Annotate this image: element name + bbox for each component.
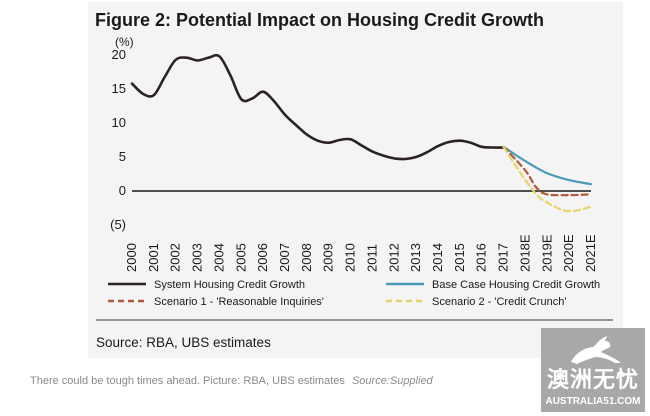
x-tick-label: 2016 — [474, 243, 489, 272]
x-tick-label: 2008 — [299, 243, 314, 272]
x-tick-label: 2010 — [343, 243, 358, 272]
x-tick-label: 2018E — [517, 234, 532, 272]
x-tick-label: 2005 — [233, 243, 248, 272]
y-tick-label: 10 — [112, 115, 126, 130]
x-tick-label: 2020E — [561, 234, 576, 272]
y-tick-label: 5 — [119, 149, 126, 164]
series-line-1 — [130, 53, 505, 161]
y-axis-unit: (%) — [115, 35, 134, 49]
image-caption: There could be tough times ahead. Pictur… — [30, 375, 433, 387]
x-tick-label: 2011 — [364, 244, 379, 272]
caption-credit: Source:Supplied — [351, 375, 433, 387]
watermark-chinese: 澳洲无忧 — [546, 367, 639, 392]
watermark-logo: 澳洲无忧 AUSTRALIA51.COM — [541, 328, 645, 412]
x-tick-label: 2019E — [539, 234, 554, 272]
legend-label-3: Scenario 1 - 'Reasonable Inquiries' — [154, 296, 324, 308]
x-tick-label: 2007 — [277, 243, 292, 272]
legend-label-4: Scenario 2 - 'Credit Crunch' — [432, 296, 566, 308]
x-tick-label: 2015 — [452, 243, 467, 272]
series-line-3 — [502, 145, 593, 197]
chart-source: Source: RBA, UBS estimates — [96, 335, 271, 350]
legend-label-1: System Housing Credit Growth — [154, 279, 305, 291]
x-tick-label: 2000 — [124, 243, 139, 272]
x-tick-label: 2013 — [408, 243, 423, 272]
legend-label-2: Base Case Housing Credit Growth — [432, 279, 600, 291]
series-line-2 — [502, 145, 593, 186]
x-tick-label: 2021E — [583, 234, 598, 272]
chart-figure: Figure 2: Potential Impact on Housing Cr… — [88, 2, 623, 358]
series-line-4 — [502, 145, 593, 213]
caption-text: There could be tough times ahead. Pictur… — [30, 375, 345, 387]
x-tick-label: 2002 — [168, 243, 183, 272]
y-tick-label: (5) — [110, 217, 126, 232]
watermark-english: AUSTRALIA51.COM — [545, 396, 641, 407]
x-tick-label: 2009 — [321, 243, 336, 272]
x-tick-label: 2017 — [496, 243, 511, 272]
x-tick-label: 2003 — [190, 243, 205, 272]
y-tick-label: 15 — [112, 81, 126, 96]
x-tick-label: 2012 — [386, 243, 401, 272]
chart-title: Figure 2: Potential Impact on Housing Cr… — [95, 10, 544, 30]
x-tick-label: 2001 — [146, 243, 161, 272]
kangaroo-icon — [571, 336, 621, 364]
x-tick-label: 2014 — [430, 243, 445, 272]
y-tick-label: 0 — [119, 183, 126, 198]
x-tick-label: 2006 — [255, 243, 270, 272]
y-tick-label: 20 — [112, 47, 126, 62]
chart-svg: Figure 2: Potential Impact on Housing Cr… — [95, 10, 613, 350]
x-tick-label: 2004 — [211, 243, 226, 272]
